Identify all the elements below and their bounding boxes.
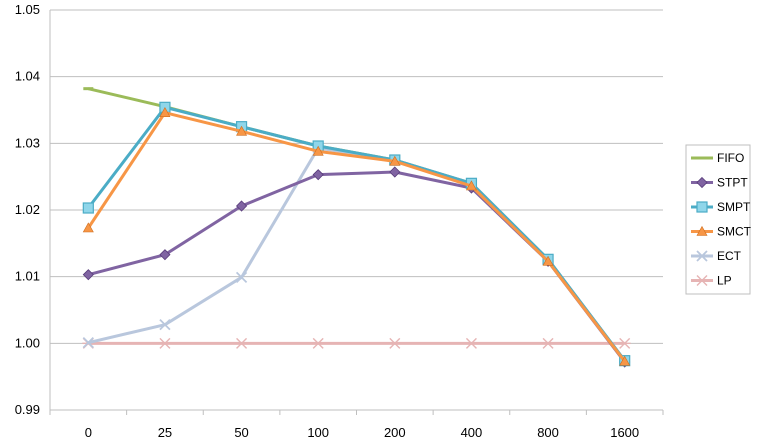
y-tick-label: 1.00 — [15, 335, 40, 350]
point-smct — [82, 222, 94, 233]
y-tick-label: 0.99 — [15, 402, 40, 417]
series-line-smpt — [87, 105, 626, 362]
point-ect — [159, 319, 171, 331]
point-ect — [235, 271, 248, 283]
point-smct — [236, 125, 248, 136]
y-tick-label: 1.01 — [15, 269, 40, 284]
point-lp — [542, 337, 555, 349]
legend-item-smpt: SMPT — [691, 200, 751, 214]
x-axis: 0 25 50 100 200 400 800 1600 — [49, 410, 664, 440]
series-fifo — [83, 87, 626, 362]
data-series — [82, 87, 631, 368]
legend-box — [685, 144, 751, 295]
legend: FIFO STPT SMPT SMCT ECT LP — [685, 144, 752, 295]
legend-label: ECT — [717, 249, 742, 263]
point-lp — [618, 337, 631, 349]
series-smct — [82, 107, 631, 366]
legend-marker-smct — [696, 225, 708, 236]
legend-label: SMPT — [717, 200, 751, 214]
series-line-stpt — [87, 170, 626, 363]
legend-item-smct: SMCT — [691, 225, 752, 239]
legend-label: STPT — [717, 176, 748, 190]
legend-label: SMCT — [717, 225, 752, 239]
point-smct — [465, 180, 477, 191]
point-lp — [312, 337, 325, 349]
point-smct — [389, 155, 401, 166]
point-smpt — [82, 202, 94, 214]
gridlines — [50, 9, 663, 411]
point-lp — [465, 337, 478, 349]
y-tick-label: 1.05 — [15, 2, 40, 17]
point-stpt — [389, 166, 401, 178]
point-stpt — [235, 200, 248, 212]
point-smct — [159, 107, 171, 117]
legend-item-lp: LP — [691, 274, 732, 288]
point-smct — [542, 255, 554, 266]
legend-marker-ect — [696, 250, 708, 262]
y-tick-label: 1.04 — [15, 69, 40, 84]
x-tick-label: 50 — [234, 425, 248, 440]
x-tick-label: 200 — [384, 425, 406, 440]
point-ect — [82, 337, 94, 349]
legend-item-fifo: FIFO — [691, 151, 744, 165]
legend-label: LP — [717, 274, 732, 288]
point-smct — [312, 145, 324, 156]
series-stpt — [82, 166, 631, 368]
x-tick-label: 1600 — [610, 425, 639, 440]
x-tick-label: 0 — [85, 425, 92, 440]
legend-marker-smpt — [696, 201, 708, 213]
series-line-smct — [87, 111, 626, 363]
x-tick-label: 25 — [158, 425, 172, 440]
y-axis: 0.99 1.00 1.01 1.02 1.03 1.04 1.05 — [15, 2, 51, 417]
x-tick-label: 800 — [537, 425, 559, 440]
point-lp — [158, 337, 171, 349]
point-stpt — [159, 249, 171, 261]
legend-marker-stpt — [696, 176, 708, 189]
legend-item-stpt: STPT — [691, 176, 748, 190]
point-smct — [619, 355, 631, 366]
point-lp — [235, 337, 248, 349]
point-lp — [388, 337, 401, 349]
x-tick-label: 400 — [461, 425, 483, 440]
point-stpt — [312, 169, 324, 181]
legend-marker-lp — [696, 275, 708, 286]
legend-item-ect: ECT — [691, 249, 742, 263]
y-tick-label: 1.03 — [15, 135, 40, 150]
series-lp — [82, 337, 631, 349]
y-tick-label: 1.02 — [15, 202, 40, 217]
point-stpt — [82, 269, 94, 281]
legend-label: FIFO — [717, 151, 744, 165]
x-tick-label: 100 — [307, 425, 329, 440]
